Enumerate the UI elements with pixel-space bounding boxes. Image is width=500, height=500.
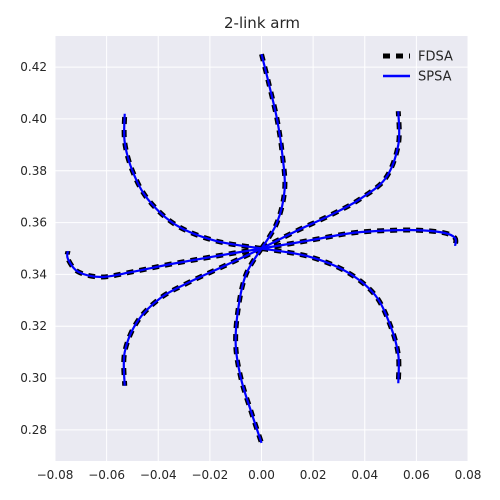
legend-label-fdsa: FDSA (418, 50, 453, 65)
y-tick-label: 0.28 (20, 423, 47, 437)
x-axis-ticks: −0.08 −0.06 −0.04 −0.02 0.00 0.02 0.04 0.06 0.08 (37, 468, 482, 482)
trajectory-line-spsa (261, 111, 401, 250)
x-tick-label: −0.04 (140, 468, 177, 482)
y-axis-ticks: 0.28 0.30 0.32 0.34 0.36 0.38 0.40 0.42 (20, 60, 47, 437)
x-tick-label: 0.04 (351, 468, 378, 482)
y-tick-label: 0.32 (20, 319, 47, 333)
legend-label-spsa: SPSA (418, 70, 452, 85)
x-tick-label: −0.06 (88, 468, 125, 482)
trajectory-line-spsa (122, 247, 262, 386)
y-tick-label: 0.40 (20, 112, 47, 126)
x-tick-label: 0.06 (403, 468, 430, 482)
x-tick-label: 0.08 (455, 468, 482, 482)
trajectory-line-spsa (261, 228, 457, 250)
y-tick-label: 0.38 (20, 164, 47, 178)
y-tick-label: 0.36 (20, 216, 47, 230)
trajectory-line-spsa (123, 113, 262, 250)
trajectory-line-spsa (260, 53, 286, 250)
x-tick-label: 0.02 (300, 468, 327, 482)
x-tick-label: −0.02 (191, 468, 228, 482)
y-tick-label: 0.34 (20, 267, 47, 281)
y-tick-label: 0.42 (20, 60, 47, 74)
x-tick-label: 0.00 (248, 468, 275, 482)
legend: FDSA SPSA (383, 50, 453, 85)
trajectory-line-spsa (66, 247, 262, 279)
trajectory-line-spsa (261, 247, 400, 384)
chart-title: 2-link arm (224, 14, 300, 32)
x-tick-label: −0.08 (37, 468, 74, 482)
y-tick-label: 0.30 (20, 371, 47, 385)
series-spsa (66, 53, 457, 444)
trajectory-line-spsa (234, 247, 263, 444)
series (64, 53, 459, 444)
